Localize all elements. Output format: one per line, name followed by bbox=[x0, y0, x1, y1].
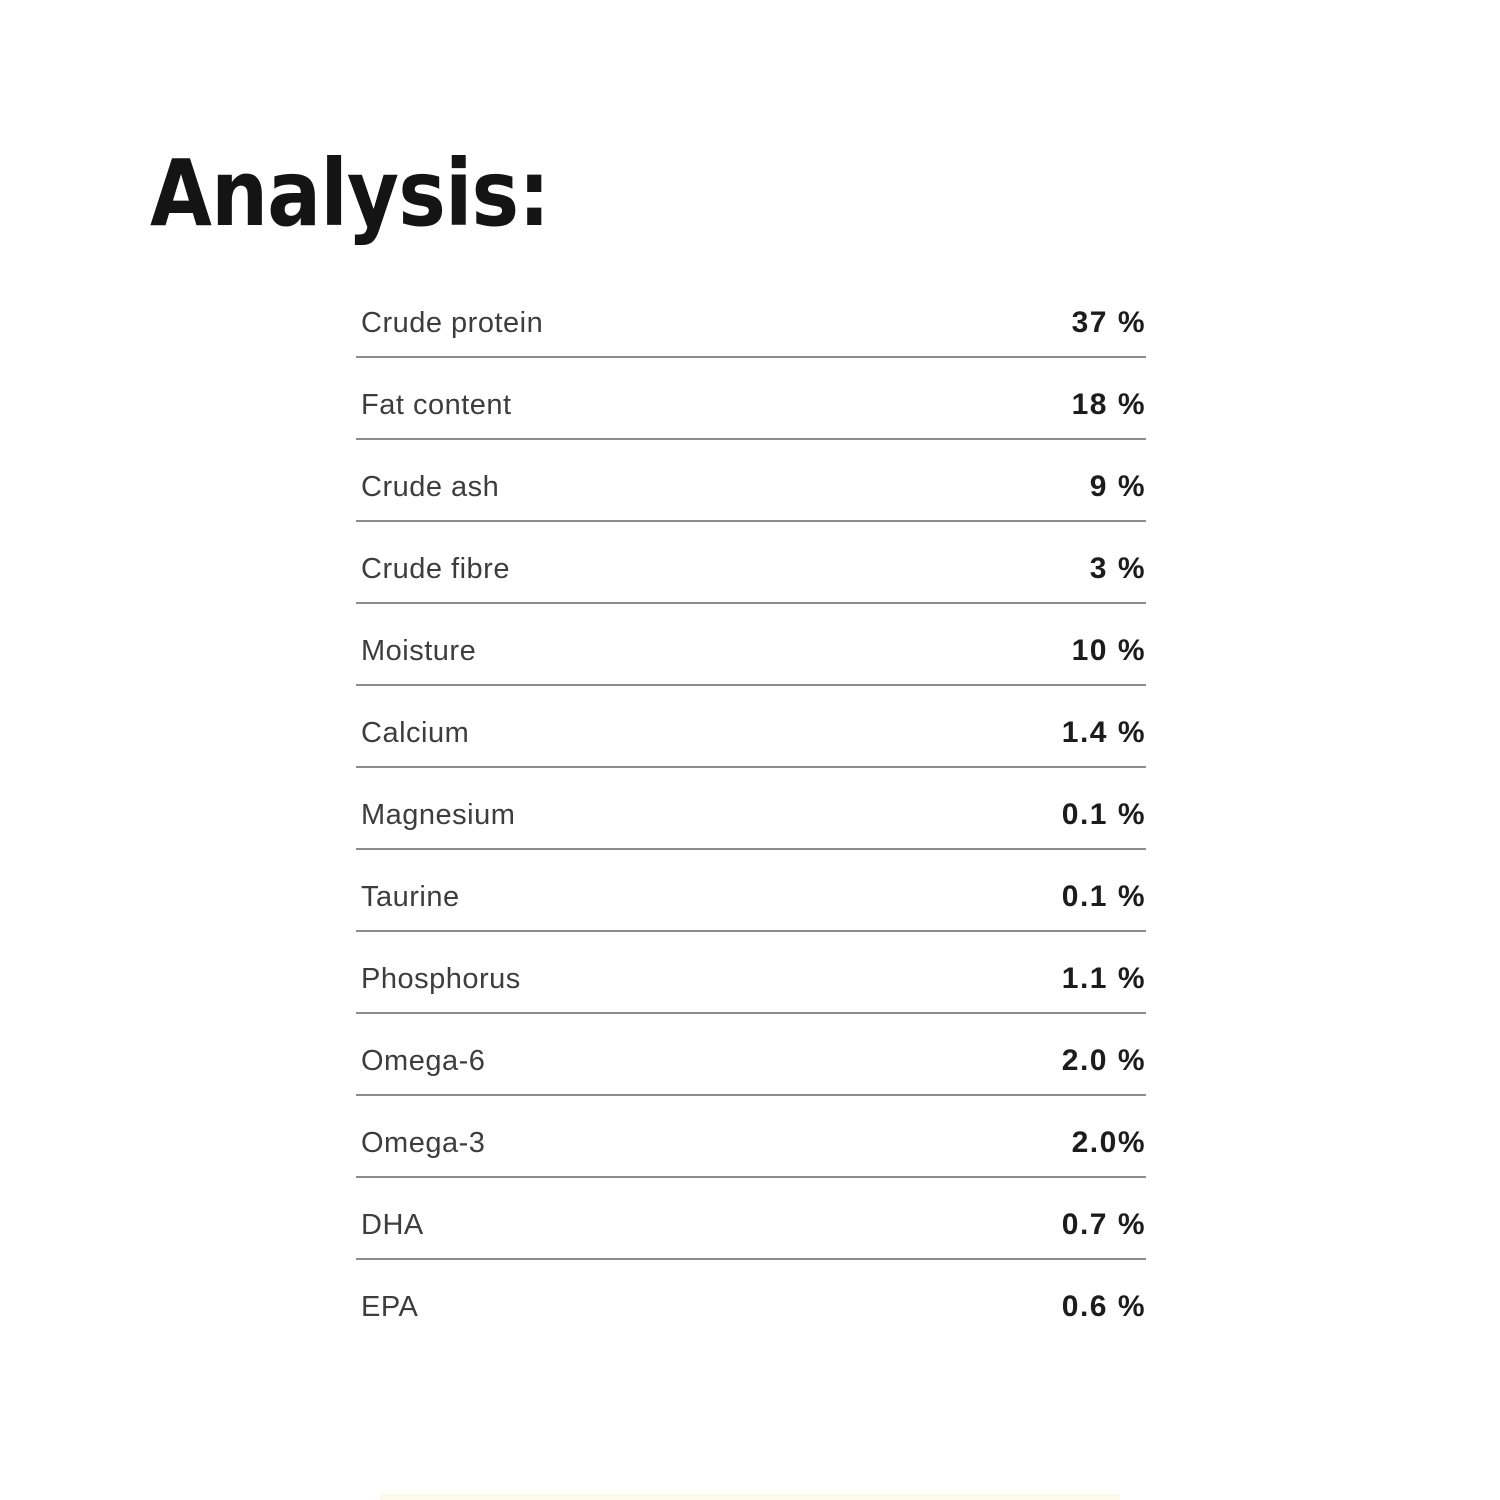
row-label: Magnesium bbox=[361, 799, 516, 831]
table-row: DHA 0.7 % bbox=[356, 1178, 1146, 1260]
table-row: Crude protein 37 % bbox=[356, 276, 1146, 358]
row-label: Omega-6 bbox=[361, 1045, 486, 1077]
row-value: 0.1 % bbox=[1061, 880, 1146, 913]
row-value: 1.1 % bbox=[1061, 962, 1146, 995]
row-label: Crude ash bbox=[361, 471, 500, 503]
row-label: Phosphorus bbox=[361, 963, 521, 995]
row-label: Calcium bbox=[361, 717, 470, 749]
table-row: Omega-6 2.0 % bbox=[356, 1014, 1146, 1096]
row-label: Moisture bbox=[361, 635, 477, 667]
row-value: 37 % bbox=[1071, 306, 1146, 339]
bottom-strip bbox=[380, 1494, 1120, 1500]
row-value: 2.0% bbox=[1071, 1126, 1146, 1159]
row-label: EPA bbox=[361, 1291, 419, 1323]
row-value: 3 % bbox=[1089, 552, 1146, 585]
row-value: 0.7 % bbox=[1061, 1208, 1146, 1241]
table-row: Taurine 0.1 % bbox=[356, 850, 1146, 932]
table-row: EPA 0.6 % bbox=[356, 1260, 1146, 1340]
table-row: Calcium 1.4 % bbox=[356, 686, 1146, 768]
table-row: Magnesium 0.1 % bbox=[356, 768, 1146, 850]
row-value: 18 % bbox=[1071, 388, 1146, 421]
row-label: Crude fibre bbox=[361, 553, 510, 585]
table-row: Fat content 18 % bbox=[356, 358, 1146, 440]
table-row: Omega-3 2.0% bbox=[356, 1096, 1146, 1178]
row-value: 1.4 % bbox=[1061, 716, 1146, 749]
row-value: 10 % bbox=[1071, 634, 1146, 667]
table-row: Crude fibre 3 % bbox=[356, 522, 1146, 604]
row-value: 0.1 % bbox=[1061, 798, 1146, 831]
table-row: Phosphorus 1.1 % bbox=[356, 932, 1146, 1014]
row-label: DHA bbox=[361, 1209, 424, 1241]
row-label: Crude protein bbox=[361, 307, 544, 339]
row-value: 9 % bbox=[1089, 470, 1146, 503]
row-value: 2.0 % bbox=[1061, 1044, 1146, 1077]
table-row: Crude ash 9 % bbox=[356, 440, 1146, 522]
row-label: Fat content bbox=[361, 389, 512, 421]
row-label: Omega-3 bbox=[361, 1127, 486, 1159]
row-label: Taurine bbox=[361, 881, 460, 913]
page-title: Analysis: bbox=[150, 140, 550, 247]
table-row: Moisture 10 % bbox=[356, 604, 1146, 686]
analysis-table: Crude protein 37 % Fat content 18 % Crud… bbox=[356, 276, 1146, 1340]
row-value: 0.6 % bbox=[1061, 1290, 1146, 1323]
